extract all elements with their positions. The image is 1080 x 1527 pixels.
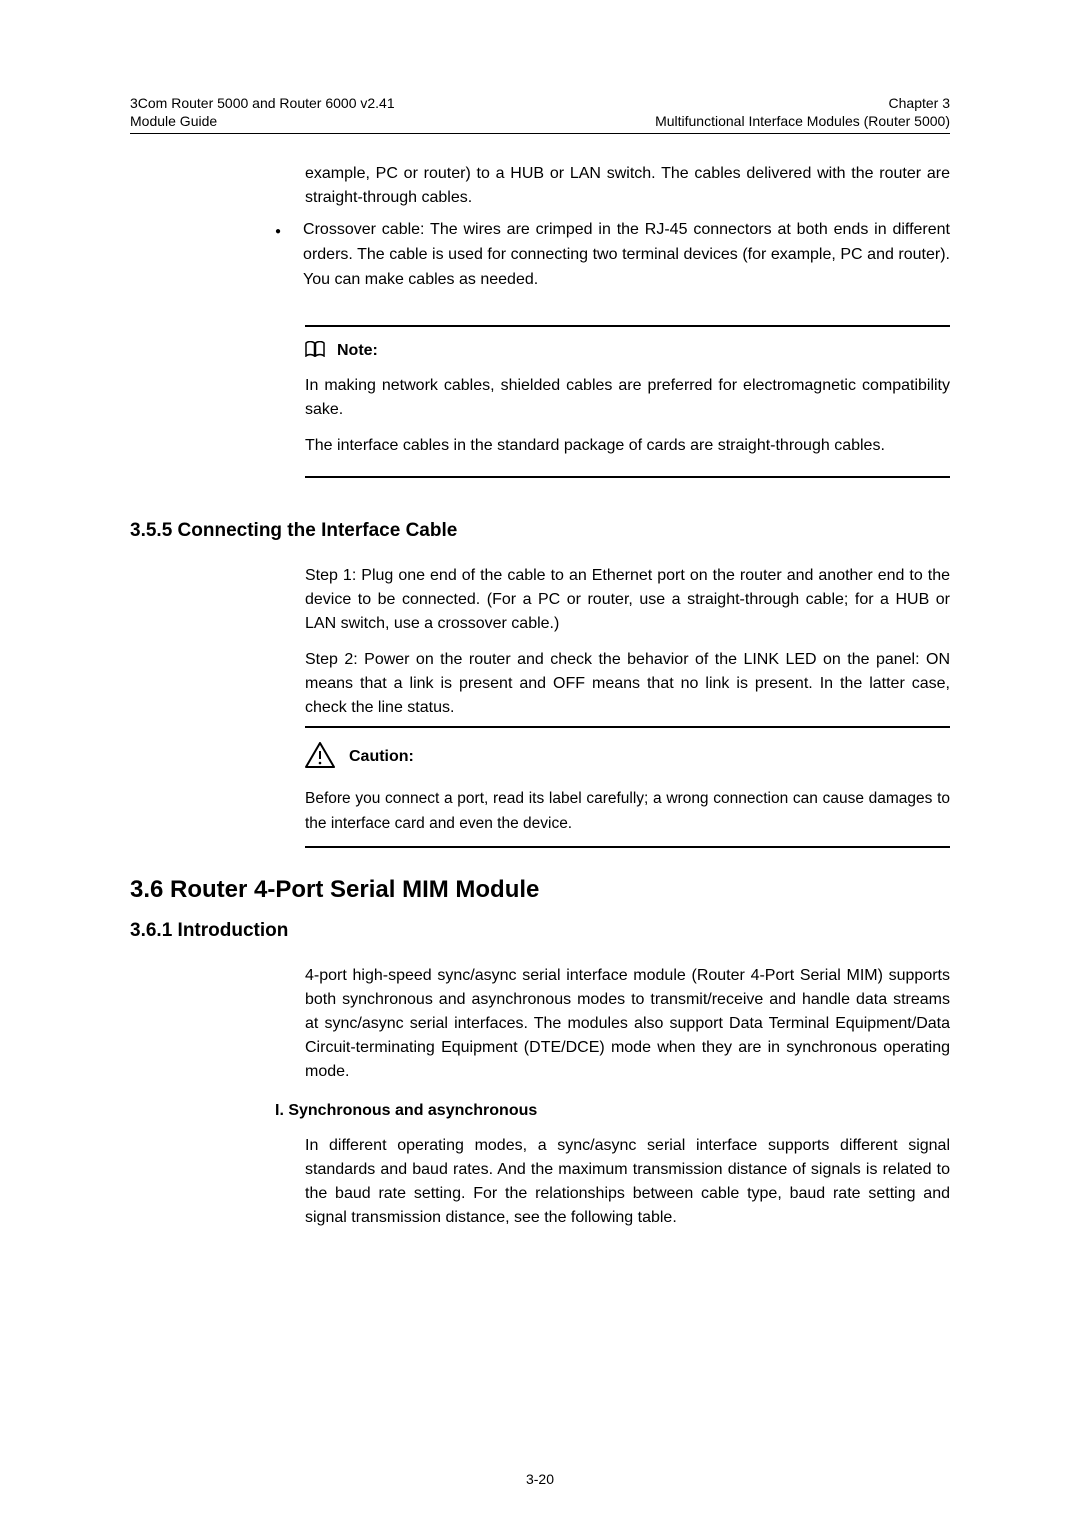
- page-header: 3Com Router 5000 and Router 6000 v2.41 M…: [130, 94, 950, 134]
- header-left: 3Com Router 5000 and Router 6000 v2.41 M…: [130, 94, 395, 130]
- heading-361: 3.6.1 Introduction: [130, 920, 950, 942]
- note-label: Note:: [337, 342, 378, 360]
- intro-361-para: 4-port high-speed sync/async serial inte…: [305, 964, 950, 1084]
- caution-body: Before you connect a port, read its labe…: [305, 787, 950, 837]
- heading-355: 3.5.5 Connecting the Interface Cable: [130, 520, 950, 542]
- header-right: Chapter 3 Multifunctional Interface Modu…: [655, 94, 950, 130]
- book-icon: [305, 341, 325, 362]
- note-heading: Note:: [305, 341, 950, 362]
- step-2-text: Step 2: Power on the router and check th…: [305, 648, 950, 720]
- caution-bottom-rule: [305, 846, 950, 848]
- caution-label: Caution:: [349, 748, 414, 766]
- note-para-1: In making network cables, shielded cable…: [305, 374, 950, 422]
- header-product: 3Com Router 5000 and Router 6000 v2.41: [130, 94, 395, 112]
- note-top-rule: [305, 325, 950, 327]
- header-chapter: Chapter 3: [655, 94, 950, 112]
- header-guide: Module Guide: [130, 112, 395, 130]
- note-para-2: The interface cables in the standard pac…: [305, 434, 950, 458]
- heading-36: 3.6 Router 4-Port Serial MIM Module: [130, 876, 950, 904]
- step-1-text: Step 1: Plug one end of the cable to an …: [305, 564, 950, 636]
- caution-top-rule: [305, 726, 950, 728]
- warning-triangle-icon: [305, 742, 349, 773]
- sync-async-para: In different operating modes, a sync/asy…: [305, 1134, 950, 1230]
- intro-paragraph: example, PC or router) to a HUB or LAN s…: [305, 162, 950, 210]
- caution-heading: Caution:: [305, 742, 950, 773]
- bullet-marker-icon: ●: [275, 226, 281, 292]
- note-bottom-rule: [305, 476, 950, 478]
- page-number: 3-20: [0, 1471, 1080, 1487]
- subheading-sync-async: I. Synchronous and asynchronous: [275, 1102, 950, 1120]
- header-section: Multifunctional Interface Modules (Route…: [655, 112, 950, 130]
- bullet-item: ● Crossover cable: The wires are crimped…: [275, 218, 950, 292]
- bullet-text: Crossover cable: The wires are crimped i…: [303, 218, 950, 292]
